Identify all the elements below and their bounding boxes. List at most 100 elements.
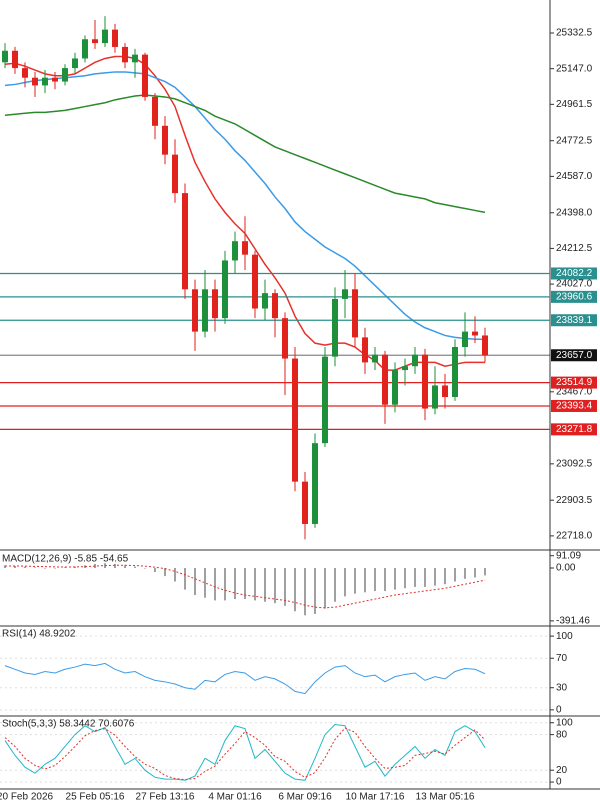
candle-body	[132, 54, 138, 63]
y-tick-label: 24587.0	[556, 171, 593, 182]
y-tick-label: 24027.0	[556, 279, 593, 290]
moving-average	[4, 94, 486, 214]
level-label: 24082.2	[556, 268, 593, 279]
histogram-bar	[164, 567, 166, 577]
histogram-bar	[44, 567, 46, 569]
histogram-bar	[184, 567, 186, 590]
indicator-line	[4, 662, 486, 695]
level-label: 23839.1	[556, 315, 593, 326]
candle-body	[122, 46, 128, 63]
level-label: 23960.6	[556, 292, 593, 303]
y-tick-label: 25332.5	[556, 28, 593, 39]
candle-body	[32, 77, 38, 86]
panel-title: MACD(12,26,9) -5.85 -54.65	[2, 554, 129, 565]
candle-body	[252, 254, 258, 309]
level-label-box	[551, 349, 597, 362]
histogram-bar	[34, 567, 36, 568]
y-tick-label: 23092.5	[556, 458, 593, 469]
candle-body	[2, 50, 8, 63]
candle-body	[332, 298, 338, 357]
histogram-bar	[174, 567, 176, 582]
y-tick-label: 20	[556, 765, 568, 776]
candle-body	[402, 366, 408, 371]
candle-body	[152, 96, 158, 126]
candle-body	[62, 68, 68, 82]
histogram-bar	[404, 567, 406, 589]
candle-body	[162, 125, 168, 155]
histogram-bar	[364, 567, 366, 593]
histogram-bar	[94, 563, 96, 568]
level-label: 23393.4	[556, 401, 593, 412]
histogram-bar	[394, 567, 396, 590]
histogram-bar	[204, 567, 206, 598]
candle-body	[72, 58, 78, 69]
panel-title: RSI(14) 48.9202	[2, 629, 76, 640]
y-tick-label: 24772.5	[556, 135, 593, 146]
candle-body	[432, 385, 438, 409]
level-label: 23657.0	[556, 350, 593, 361]
histogram-bar	[484, 567, 486, 576]
histogram-bar	[344, 567, 346, 597]
histogram-bar	[354, 567, 356, 594]
candle-body	[82, 39, 88, 59]
candle-body	[182, 193, 188, 290]
indicator-line	[4, 723, 486, 781]
histogram-bar	[454, 567, 456, 582]
candle-body	[412, 354, 418, 367]
y-tick-label: 23467.0	[556, 386, 593, 397]
histogram-bar	[234, 567, 236, 600]
level-label-box	[551, 376, 597, 389]
candle-body	[242, 241, 248, 255]
histogram-bar	[424, 567, 426, 587]
candle-body	[362, 337, 368, 363]
y-tick-label: -391.46	[556, 616, 590, 627]
level-label: 23514.9	[556, 377, 593, 388]
candle-body	[342, 289, 348, 299]
x-tick-label: 27 Feb 13:16	[136, 792, 195, 803]
histogram-bar	[374, 567, 376, 591]
candle-body	[442, 385, 448, 398]
histogram-bar	[224, 567, 226, 601]
y-tick-label: 0.00	[556, 563, 576, 574]
histogram-bar	[134, 566, 136, 568]
histogram-bar	[14, 565, 16, 568]
y-tick-label: 22718.0	[556, 531, 593, 542]
histogram-bar	[254, 567, 256, 601]
candle-body	[142, 54, 148, 97]
histogram-bar	[24, 566, 26, 568]
candle-body	[192, 289, 198, 332]
histogram-bar	[64, 567, 66, 568]
x-tick-label: 6 Mar 09:16	[278, 792, 332, 803]
indicator-line	[4, 727, 486, 781]
histogram-bar	[54, 567, 56, 569]
candle-body	[382, 354, 388, 405]
histogram-bar	[194, 567, 196, 596]
y-tick-label: 22903.5	[556, 495, 593, 506]
candle-body	[202, 289, 208, 332]
candle-body	[422, 354, 428, 409]
histogram-bar	[284, 567, 286, 606]
y-tick-label: 24961.5	[556, 99, 593, 110]
candle-body	[42, 77, 48, 86]
level-label-box	[551, 423, 597, 436]
histogram-bar	[214, 567, 216, 601]
y-tick-label: 91.09	[556, 550, 581, 561]
histogram-bar	[314, 567, 316, 614]
histogram-bar	[384, 567, 386, 591]
candle-body	[232, 241, 238, 261]
histogram-bar	[414, 567, 416, 587]
histogram-bar	[244, 567, 246, 600]
y-tick-label: 100	[556, 717, 573, 728]
histogram-bar	[154, 567, 156, 573]
candle-body	[52, 77, 58, 82]
candle-body	[472, 331, 478, 336]
histogram-bar	[464, 567, 466, 579]
histogram-bar	[144, 567, 146, 569]
y-tick-label: 100	[556, 631, 573, 642]
histogram-bar	[124, 565, 126, 568]
candle-body	[102, 29, 108, 44]
level-label: 23271.8	[556, 424, 593, 435]
candle-body	[312, 443, 318, 524]
